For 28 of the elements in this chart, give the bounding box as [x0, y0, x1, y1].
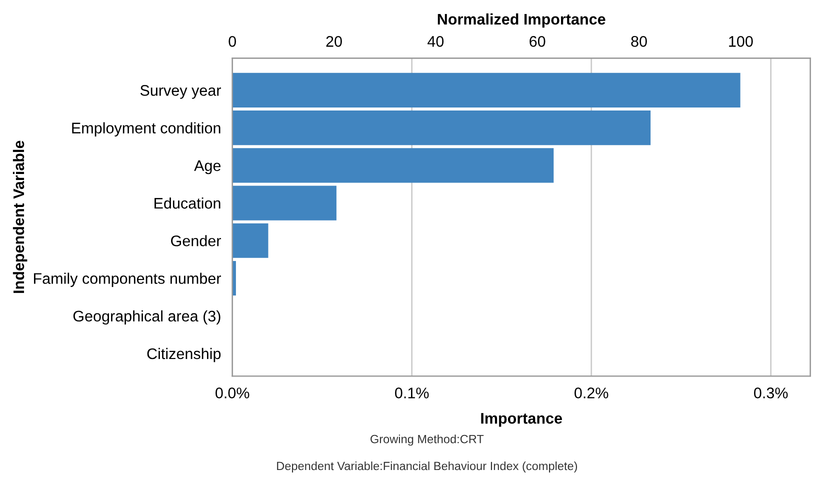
y-tick-label: Employment condition [72, 122, 220, 136]
x-axis-title: Importance [481, 413, 562, 427]
x-tick-label: 0.0% [216, 388, 250, 398]
x2-tick-label: 0 [228, 36, 236, 47]
y-tick-label: Survey year [140, 85, 221, 99]
x-tick-label: 0.1% [395, 388, 429, 398]
bar [232, 223, 268, 258]
bar [232, 186, 336, 220]
y-tick-label: Geographical area (3) [73, 310, 220, 325]
y-tick-label: Age [194, 160, 221, 174]
y-tick-label: Family components number [34, 272, 221, 287]
bar [232, 72, 740, 108]
x2-axis-title: Normalized Importance [438, 13, 606, 28]
bar [232, 148, 554, 183]
x2-tick-label: 20 [326, 36, 342, 47]
x-tick-label: 0.3% [754, 388, 788, 398]
text: Growing Method:CRT [370, 434, 484, 446]
y-tick-label: Citizenship [147, 348, 221, 362]
text: Dependent Variable:Financial Behaviour Index (complete) [277, 461, 578, 472]
x2-tick-label: 60 [530, 36, 546, 47]
y-axis-title: Independent Variable [12, 140, 28, 293]
bar [232, 110, 651, 146]
y-tick-label: Education [154, 197, 220, 209]
x2-tick-label: 100 [729, 36, 753, 47]
x2-tick-label: 80 [631, 36, 647, 47]
y-tick-label: Gender [171, 235, 221, 246]
x-tick-label: 0.2% [574, 388, 608, 398]
x2-tick-label: 40 [428, 36, 444, 47]
